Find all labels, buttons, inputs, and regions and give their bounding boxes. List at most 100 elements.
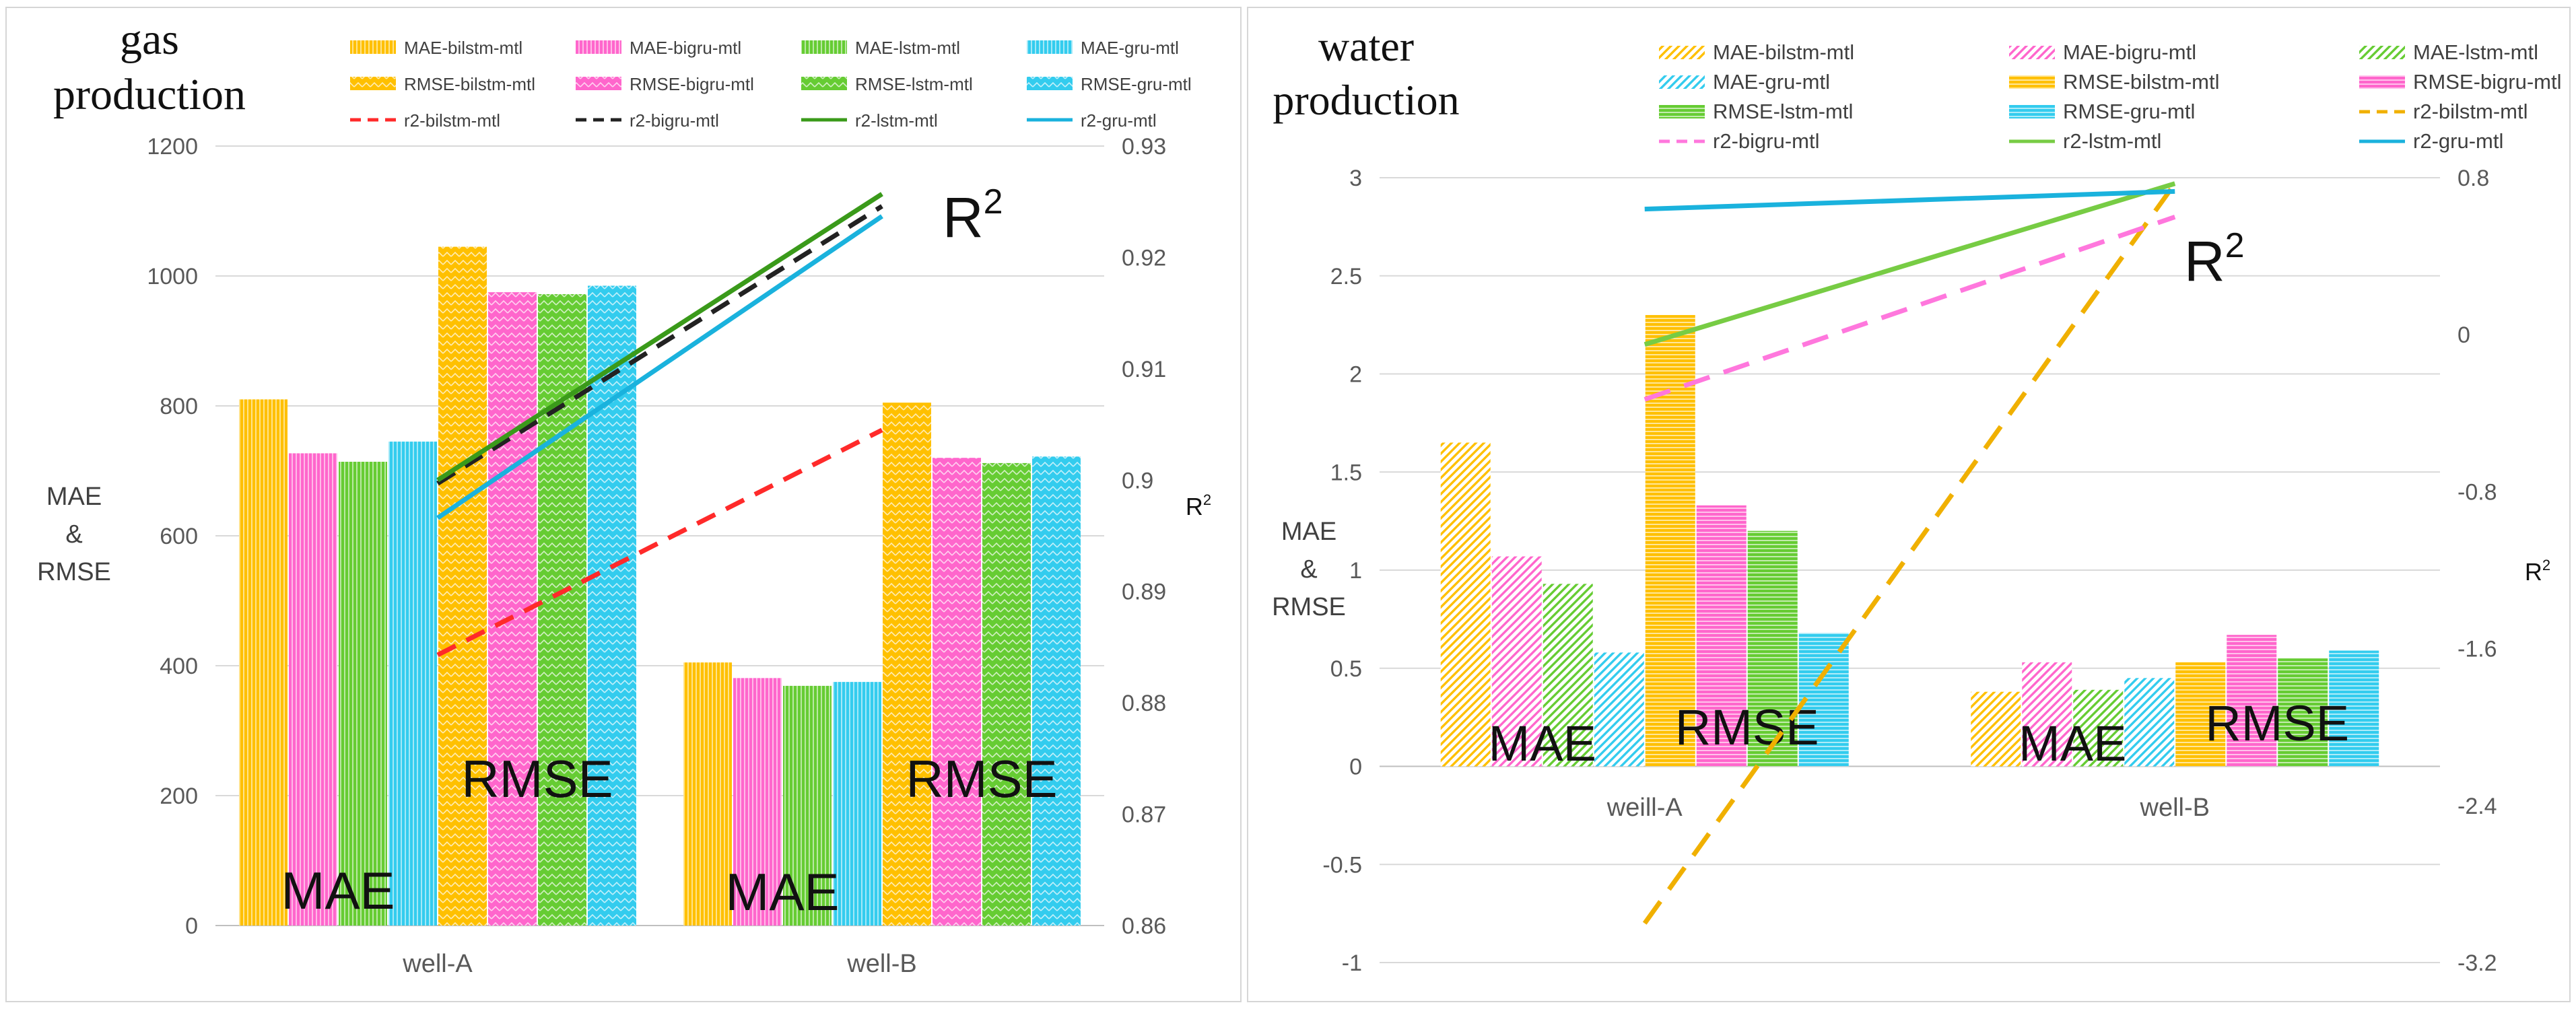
bar-MAE-bigru-mtl-well-B xyxy=(733,678,782,926)
y2-tick-label: -1.6 xyxy=(2458,637,2497,662)
bar-RMSE-gru-mtl-well-B xyxy=(1032,456,1081,926)
line-r2-bilstm-mtl xyxy=(436,427,883,658)
legend-label: MAE-bilstm-mtl xyxy=(404,38,522,58)
y-tick-label: -0.5 xyxy=(1322,852,1362,878)
y2-tick-label: -2.4 xyxy=(2458,794,2497,819)
legend-swatch-MAE-bilstm-mtl xyxy=(1659,46,1705,59)
mae-annotation: MAE xyxy=(281,861,395,920)
y2-tick-label: 0.9 xyxy=(1122,468,1153,493)
y-tick-label: 0 xyxy=(1349,755,1362,780)
y2-tick-label: 0.92 xyxy=(1122,245,1166,271)
legend-label: RMSE-bilstm-mtl xyxy=(404,74,535,94)
y-tick-label: 2 xyxy=(1349,362,1362,388)
mae-annotation: MAE xyxy=(725,862,839,921)
y-tick-label: 400 xyxy=(160,654,198,679)
y2-tick-label: 0 xyxy=(2458,322,2470,348)
y-tick-label: 1000 xyxy=(147,264,198,289)
y-axis-label-line: RMSE xyxy=(37,558,111,586)
bar-RMSE-bilstm-mtl-well-B xyxy=(883,403,931,926)
y2-axis-label: R2 xyxy=(2525,557,2550,586)
legend-swatch-MAE-bigru-mtl xyxy=(2009,46,2055,59)
rmse-annotation: RMSE xyxy=(461,749,613,808)
bar-RMSE-lstm-mtl-well-B xyxy=(982,462,1031,926)
r2-lines xyxy=(436,192,883,658)
bars xyxy=(1440,315,2379,767)
y-tick-label: 1200 xyxy=(147,134,198,160)
y2-tick-label: -0.8 xyxy=(2458,479,2497,505)
line-r2-bigru-mtl xyxy=(436,204,883,486)
bar-RMSE-bigru-mtl-well-B xyxy=(2227,635,2277,767)
legend-label: r2-bilstm-mtl xyxy=(2413,100,2528,123)
y-axis-label-line: MAE xyxy=(46,483,102,511)
legend-label: MAE-bigru-mtl xyxy=(2063,40,2196,64)
legend-label: MAE-gru-mtl xyxy=(1081,38,1179,58)
bar-MAE-bilstm-mtl-well-B xyxy=(683,662,732,926)
y2-tick-label: 0.89 xyxy=(1122,580,1166,605)
r2-annotation: R2 xyxy=(2184,226,2245,293)
bar-MAE-bigru-mtl-weill-A xyxy=(1491,556,1542,767)
legend-swatch-MAE-lstm-mtl xyxy=(801,40,847,54)
legend-label: r2-lstm-mtl xyxy=(2063,129,2161,153)
legend-label: r2-bilstm-mtl xyxy=(404,110,500,131)
rmse-annotation: RMSE xyxy=(906,749,1057,808)
bar-MAE-lstm-mtl-well-B xyxy=(783,685,832,926)
legend-label: RMSE-gru-mtl xyxy=(2063,100,2195,123)
water-production-chart-panel: -1 -0.5 0 0.5 1 1.5 2 2.5 3 -3.2 -2.4 -1.6 -0.8 0 0.8 w… xyxy=(1247,7,2571,1002)
chart-title-line: production xyxy=(53,70,246,119)
legend-label: r2-bigru-mtl xyxy=(630,110,719,131)
bar-MAE-bigru-mtl-well-A xyxy=(289,453,337,926)
y-tick-label: -1 xyxy=(1342,950,1362,976)
legend-swatch-MAE-lstm-mtl xyxy=(2359,46,2405,59)
bar-RMSE-gru-mtl-well-A xyxy=(588,285,636,926)
y-tick-label: 2.5 xyxy=(1330,264,1362,289)
bar-RMSE-bilstm-mtl-well-B xyxy=(2175,662,2226,767)
line-r2-gru-mtl xyxy=(436,214,883,520)
bar-RMSE-bilstm-mtl-weill-A xyxy=(1645,315,1695,767)
mae-annotation: MAE xyxy=(1489,716,1596,771)
y-tick-label: 0.5 xyxy=(1330,656,1362,682)
y-tick-label: 800 xyxy=(160,394,198,419)
legend-label: r2-lstm-mtl xyxy=(855,110,938,131)
y2-tick-label: 0.87 xyxy=(1122,802,1166,828)
bar-MAE-gru-mtl-well-B xyxy=(833,682,881,926)
legend-label: RMSE-bigru-mtl xyxy=(2413,70,2561,94)
y-tick-label: 1 xyxy=(1349,558,1362,584)
bar-MAE-bilstm-mtl-well-A xyxy=(239,399,287,926)
bar-MAE-lstm-mtl-well-A xyxy=(339,461,387,926)
gas-production-chart: 0 200 400 600 800 1000 1200 0.86 0.87 0.88 0.89 0.9… xyxy=(37,15,1211,978)
mae-annotation: MAE xyxy=(2019,716,2126,771)
line-r2-bilstm-mtl xyxy=(1642,182,2177,925)
x-category-label: weill-A xyxy=(1606,794,1683,822)
legend-swatch-RMSE-lstm-mtl xyxy=(801,77,847,90)
gas-production-chart-panel: 0 200 400 600 800 1000 1200 0.86 0.87 0.88 0.89 0.9… xyxy=(5,7,1242,1002)
y2-tick-label: 0.8 xyxy=(2458,166,2489,191)
y2-tick-label: 0.93 xyxy=(1122,134,1166,160)
legend-label: RMSE-bilstm-mtl xyxy=(2063,70,2220,94)
legend-swatch-RMSE-bilstm-mtl xyxy=(350,77,396,90)
y-tick-label: 600 xyxy=(160,524,198,549)
bar-RMSE-bilstm-mtl-well-A xyxy=(438,246,487,926)
bar-MAE-bilstm-mtl-weill-A xyxy=(1440,442,1491,767)
legend-label: MAE-lstm-mtl xyxy=(2413,40,2538,64)
legend-swatch-MAE-bilstm-mtl xyxy=(350,40,396,54)
r2-lines xyxy=(1642,181,2177,925)
bar-RMSE-bigru-mtl-weill-A xyxy=(1696,505,1747,767)
y2-tick-label: 0.88 xyxy=(1122,691,1166,716)
legend: MAE-bilstm-mtl MAE-bigru-mtl MAE-lstm-mtl M… xyxy=(1659,40,2561,153)
bar-MAE-bilstm-mtl-well-B xyxy=(1971,691,2021,767)
water-production-chart: -1 -0.5 0 0.5 1 1.5 2 2.5 3 -3.2 -2.4 -1.6 -0.8 0 0.8 w… xyxy=(1272,22,2561,976)
bar-RMSE-bigru-mtl-well-B xyxy=(933,458,981,926)
line-r2-lstm-mtl xyxy=(436,192,883,483)
legend-swatch-RMSE-bigru-mtl xyxy=(576,77,621,90)
y2-tick-label: 0.86 xyxy=(1122,913,1166,939)
y-axis-label-line: RMSE xyxy=(1272,593,1346,621)
chart-title-line: water xyxy=(1318,22,1414,70)
y-axis-label-line: & xyxy=(65,520,82,549)
y2-tick-label: -3.2 xyxy=(2458,950,2497,976)
legend-label: RMSE-lstm-mtl xyxy=(1713,100,1853,123)
legend-label: RMSE-lstm-mtl xyxy=(855,74,973,94)
bar-MAE-lstm-mtl-weill-A xyxy=(1543,584,1593,767)
line-r2-gru-mtl xyxy=(1644,188,2175,212)
y2-axis-label: R2 xyxy=(1186,491,1211,520)
